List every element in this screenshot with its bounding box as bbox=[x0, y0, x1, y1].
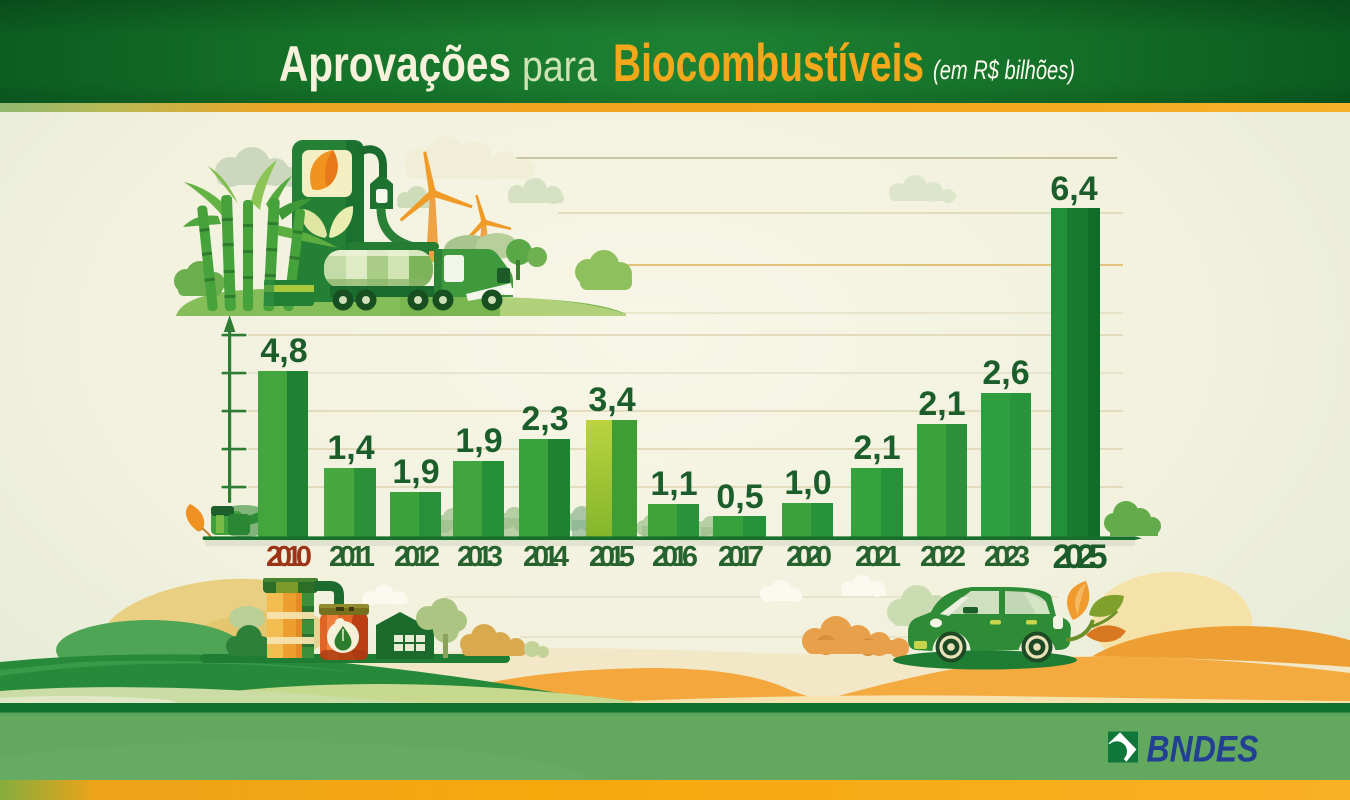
svg-text:2016: 2016 bbox=[652, 541, 698, 573]
svg-text:BNDES: BNDES bbox=[1147, 728, 1259, 770]
svg-text:2011: 2011 bbox=[329, 541, 375, 573]
svg-text:2012: 2012 bbox=[394, 541, 440, 573]
svg-text:2017: 2017 bbox=[718, 541, 764, 573]
svg-text:2020: 2020 bbox=[786, 541, 832, 573]
svg-text:0,5: 0,5 bbox=[716, 478, 763, 516]
svg-text:6,4: 6,4 bbox=[1050, 170, 1097, 208]
svg-text:2014: 2014 bbox=[523, 541, 569, 573]
svg-text:2,6: 2,6 bbox=[982, 354, 1029, 392]
svg-text:2010: 2010 bbox=[266, 541, 312, 573]
svg-text:Aprovações: Aprovações bbox=[279, 36, 511, 92]
svg-text:1,9: 1,9 bbox=[392, 453, 439, 491]
svg-text:2,1: 2,1 bbox=[853, 429, 900, 467]
svg-text:1,0: 1,0 bbox=[784, 464, 831, 502]
svg-text:(em R$ bilhões): (em R$ bilhões) bbox=[933, 55, 1075, 85]
svg-text:2,1: 2,1 bbox=[918, 385, 965, 423]
svg-text:2022: 2022 bbox=[920, 541, 966, 573]
svg-text:1,1: 1,1 bbox=[650, 465, 697, 503]
svg-text:4,8: 4,8 bbox=[260, 332, 307, 370]
svg-text:1,4: 1,4 bbox=[327, 429, 374, 467]
svg-text:3,4: 3,4 bbox=[588, 381, 635, 419]
svg-text:1,9: 1,9 bbox=[455, 422, 502, 460]
svg-text:Biocombustíveis: Biocombustíveis bbox=[613, 34, 924, 93]
svg-text:para: para bbox=[522, 42, 597, 91]
svg-text:2023: 2023 bbox=[984, 541, 1030, 573]
svg-text:2025: 2025 bbox=[1053, 538, 1108, 576]
svg-text:2021: 2021 bbox=[855, 541, 901, 573]
svg-text:2015: 2015 bbox=[589, 541, 635, 573]
svg-text:2013: 2013 bbox=[457, 541, 503, 573]
svg-text:2,3: 2,3 bbox=[521, 400, 568, 438]
